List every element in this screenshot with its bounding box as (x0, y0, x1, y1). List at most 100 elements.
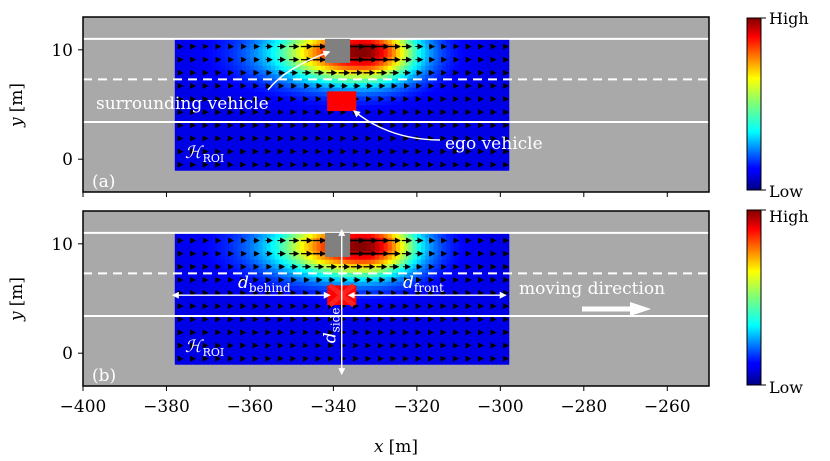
heatmap-cell (300, 351, 305, 356)
heatmap-cell (379, 95, 385, 101)
heatmap-cell (183, 329, 188, 335)
heatmap-cell (387, 91, 393, 97)
heatmap-cell (379, 104, 385, 110)
heatmap-cell (366, 351, 372, 356)
heatmap-cell (404, 351, 410, 356)
heatmap-cell (187, 47, 193, 53)
heatmap-cell (212, 316, 218, 321)
heatmap-cell (400, 329, 405, 335)
heatmap-cell (249, 139, 255, 145)
heatmap-cell (274, 337, 280, 343)
heatmap-cell (471, 78, 476, 84)
heatmap-cell (404, 311, 410, 317)
heatmap-cell (429, 267, 435, 273)
heatmap-cell (391, 65, 397, 71)
heatmap-cell (291, 87, 297, 92)
heatmap-cell (412, 324, 418, 330)
heatmap-cell (258, 100, 264, 106)
heatmap-cell (291, 250, 297, 256)
heatmap-cell (237, 241, 243, 247)
heatmap-cell (429, 298, 435, 304)
heatmap-cell (333, 60, 339, 66)
heatmap-cell (391, 259, 397, 265)
heatmap-cell (199, 65, 205, 71)
heatmap-cell (258, 250, 264, 256)
heatmap-cell (270, 359, 276, 365)
heatmap-cell (446, 320, 451, 326)
heatmap-cell (491, 56, 497, 62)
heatmap-cell (308, 152, 314, 158)
heatmap-cell (425, 143, 430, 149)
heatmap-cell (195, 320, 201, 326)
heatmap-cell (441, 100, 447, 106)
heatmap-cell (370, 165, 376, 171)
heatmap-cell (450, 272, 456, 278)
heatmap-cell (466, 285, 472, 291)
heatmap-cell (404, 65, 410, 71)
heatmap-cell (491, 43, 497, 49)
heatmap-cell (266, 165, 272, 171)
heatmap-cell (400, 73, 405, 79)
heatmap-cell (174, 122, 180, 127)
heatmap-cell (178, 333, 184, 339)
heatmap-cell (433, 100, 439, 106)
heatmap-cell (195, 272, 201, 278)
heatmap-cell (187, 346, 193, 352)
heatmap-cell (266, 232, 272, 238)
heatmap-cell (258, 351, 264, 356)
heatmap-cell (291, 329, 297, 335)
heatmap-cell (300, 165, 305, 171)
heatmap-cell (320, 298, 326, 304)
heatmap-cell (304, 108, 309, 114)
heatmap-cell (241, 246, 247, 251)
heatmap-cell (279, 126, 284, 132)
heatmap-cell (254, 130, 259, 136)
heatmap-cell (475, 333, 481, 339)
heatmap-cell (454, 73, 460, 79)
heatmap-cell (370, 259, 376, 265)
heatmap-cell (191, 333, 197, 339)
heatmap-cell (325, 320, 330, 326)
heatmap-cell (191, 259, 197, 265)
heatmap-cell (425, 355, 430, 361)
heatmap-cell (416, 263, 422, 269)
heatmap-cell (383, 267, 389, 273)
heatmap-cell (308, 337, 314, 343)
heatmap-cell (370, 152, 376, 158)
heatmap-cell (237, 263, 243, 269)
heatmap-cell (383, 250, 389, 256)
heatmap-cell (446, 165, 451, 171)
heatmap-cell (333, 135, 339, 141)
heatmap-cell (283, 237, 289, 243)
heatmap-cell (270, 232, 276, 238)
heatmap-cell (404, 91, 410, 97)
heatmap-cell (491, 157, 497, 162)
heatmap-cell (466, 267, 472, 273)
heatmap-cell (199, 82, 205, 88)
heatmap-cell (241, 73, 247, 79)
heatmap-cell (262, 329, 268, 335)
heatmap-cell (433, 342, 439, 348)
heatmap-cell (462, 165, 468, 171)
heatmap-cell (300, 78, 305, 84)
heatmap-cell (433, 130, 439, 136)
heatmap-cell (391, 139, 397, 145)
heatmap-cell (475, 43, 481, 49)
heatmap-cell (333, 337, 339, 343)
heatmap-cell (212, 161, 218, 167)
heatmap-cell (466, 237, 472, 243)
heatmap-cell (375, 298, 380, 304)
heatmap-cell (483, 117, 489, 123)
heatmap-cell (304, 333, 309, 339)
heatmap-cell (475, 117, 481, 123)
heatmap-cell (475, 281, 481, 286)
heatmap-cell (187, 241, 193, 247)
heatmap-cell (254, 298, 259, 304)
heatmap-cell (462, 100, 468, 106)
heatmap-cell (400, 113, 405, 119)
heatmap-cell (287, 254, 293, 260)
heatmap-cell (333, 333, 339, 339)
heatmap-cell (237, 47, 243, 53)
heatmap-cell (204, 130, 209, 136)
heatmap-cell (466, 152, 472, 158)
